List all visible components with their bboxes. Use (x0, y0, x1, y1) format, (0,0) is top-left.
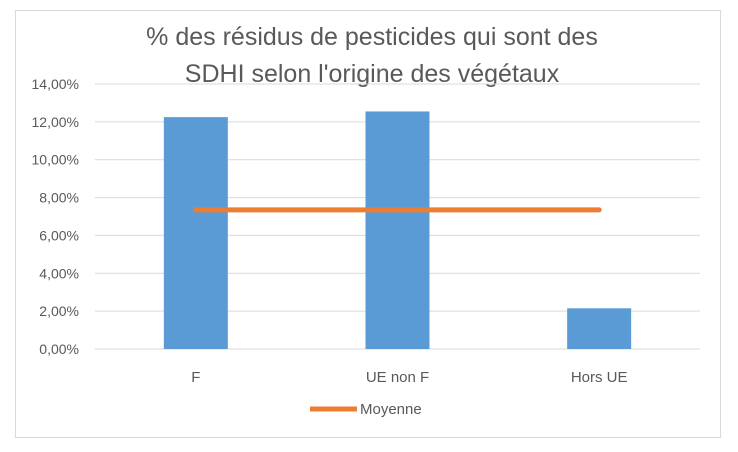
x-category-label: UE non F (366, 369, 429, 386)
y-tick-label: 2,00% (39, 303, 79, 319)
bar (163, 117, 228, 349)
legend-label: Moyenne (360, 401, 422, 418)
y-tick-label: 6,00% (39, 227, 79, 243)
bar (567, 308, 632, 349)
x-category-label: F (191, 369, 200, 386)
y-tick-label: 0,00% (39, 341, 79, 357)
bar (365, 111, 430, 349)
chart-title-line-1: % des résidus de pesticides qui sont des (146, 23, 598, 51)
y-tick-label: 4,00% (39, 265, 79, 281)
y-tick-label: 8,00% (39, 190, 79, 206)
y-tick-label: 10,00% (32, 152, 79, 168)
y-tick-label: 14,00% (32, 76, 79, 92)
x-category-label: Hors UE (571, 369, 628, 386)
y-tick-label: 12,00% (32, 114, 79, 130)
chart-title-line-2: SDHI selon l'origine des végétaux (185, 60, 560, 88)
